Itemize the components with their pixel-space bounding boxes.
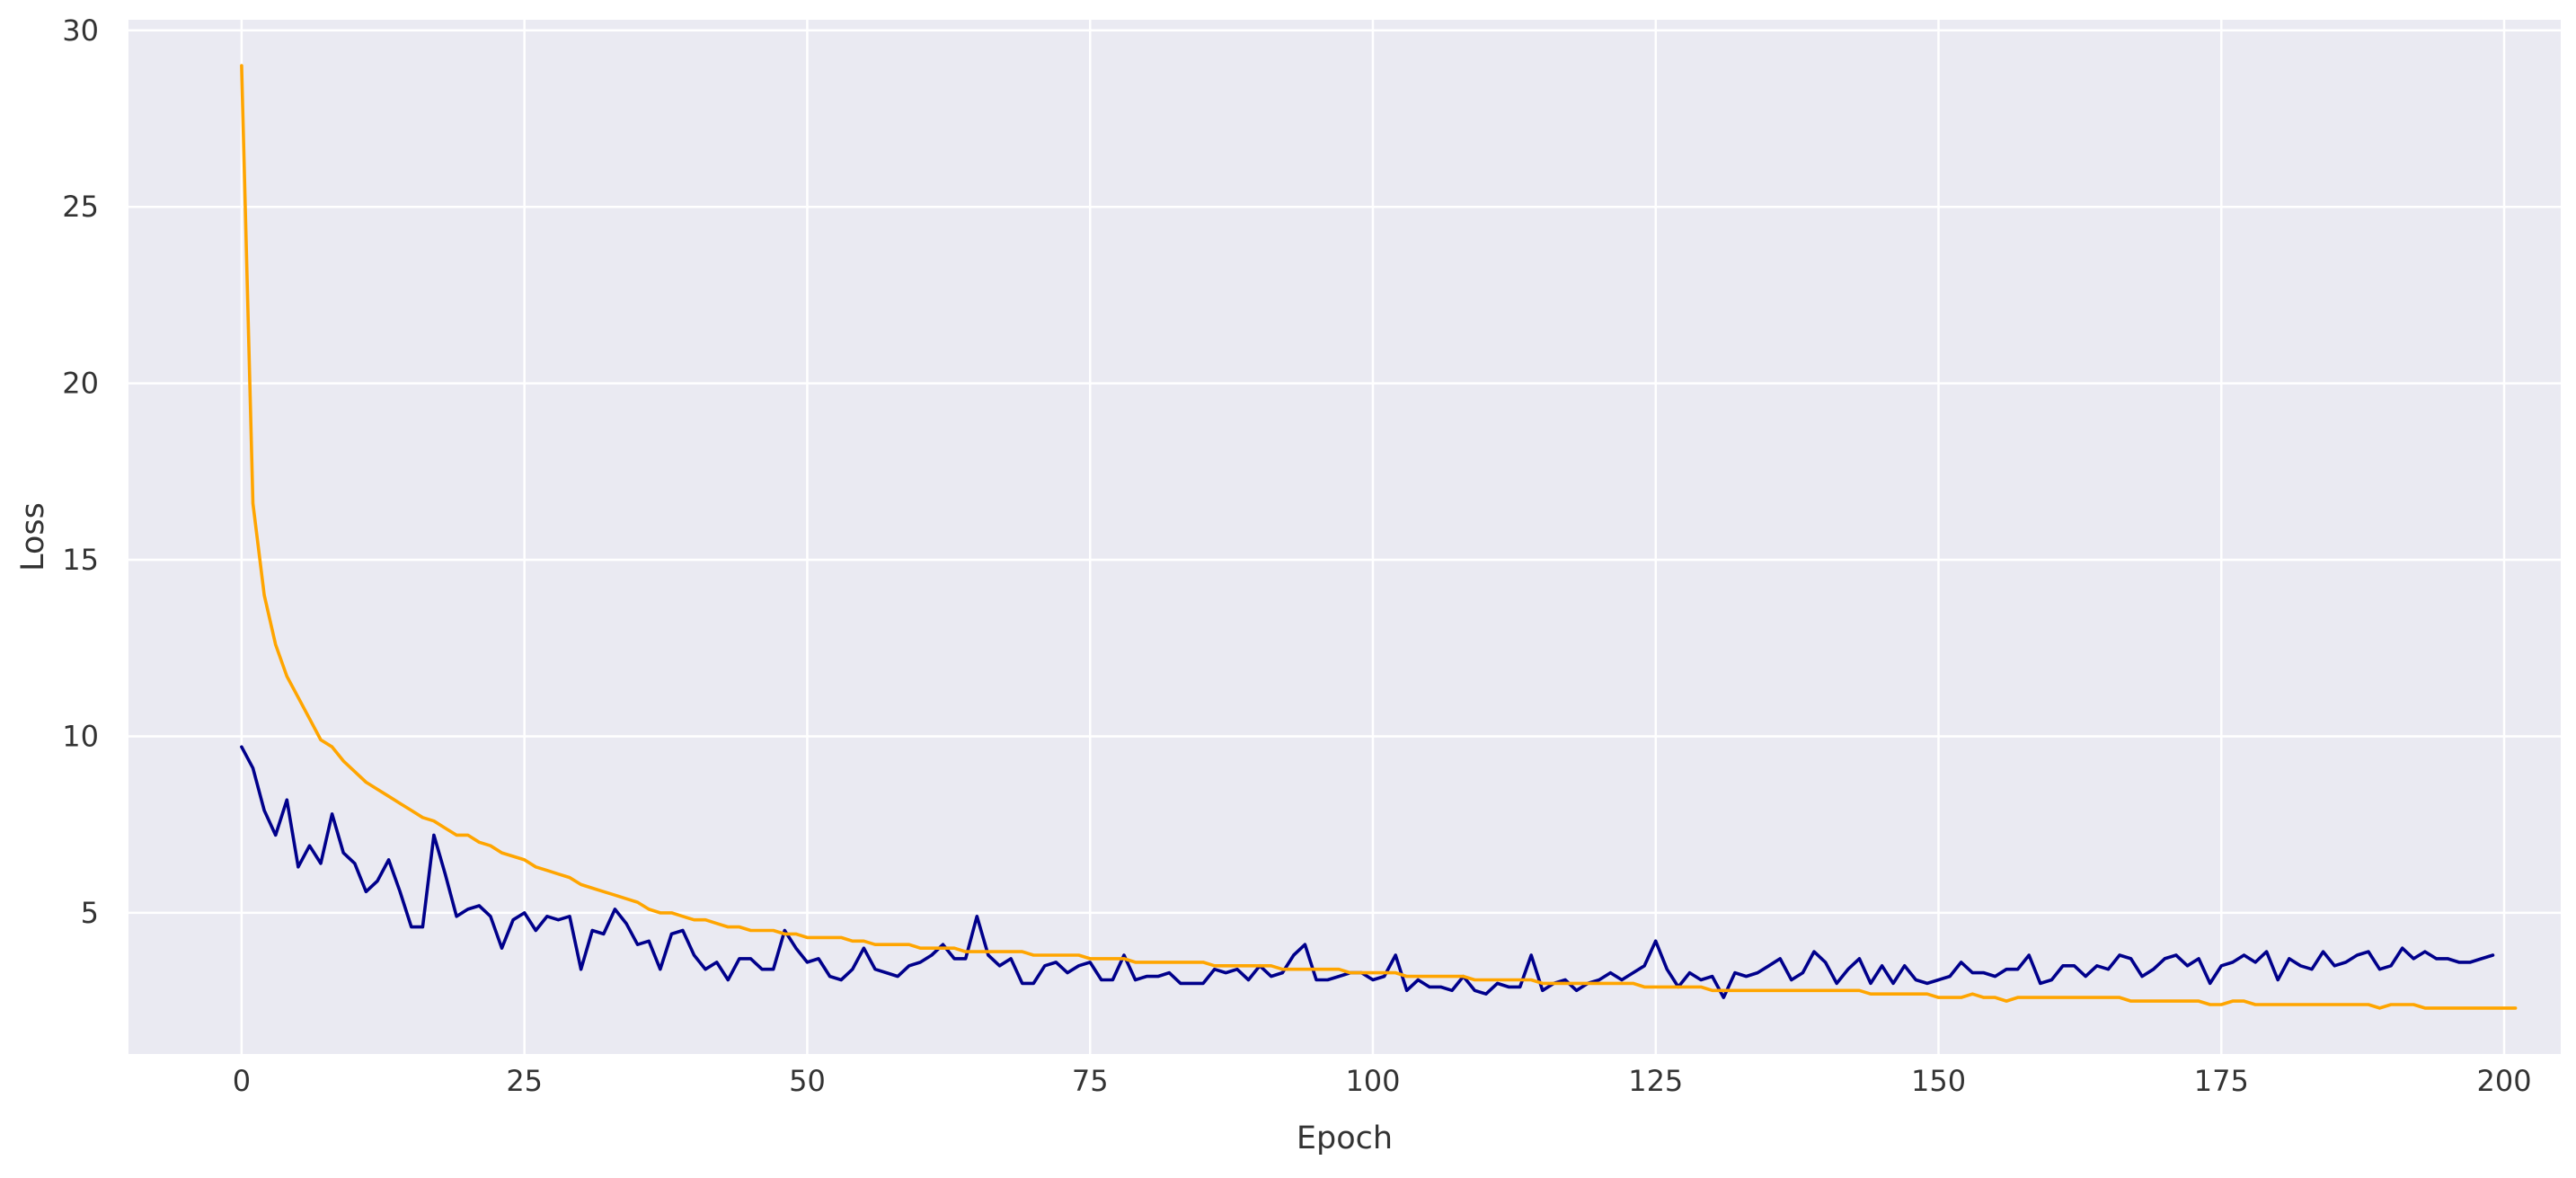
x-tick-label: 100	[1345, 1064, 1400, 1098]
x-tick-label: 175	[2194, 1064, 2249, 1098]
series-group	[240, 64, 2518, 1010]
x-tick-label: 0	[233, 1064, 251, 1098]
series-line-1	[240, 64, 2518, 1010]
series-line-0	[240, 745, 2495, 999]
y-tick-label: 5	[81, 896, 99, 930]
y-tick-label: 30	[62, 13, 99, 48]
grid	[128, 20, 2561, 1054]
y-tick-label: 15	[62, 543, 99, 577]
y-axis-label: Loss	[15, 502, 51, 571]
x-tick-label: 200	[2477, 1064, 2532, 1098]
x-axis-ticks: 0 25 50 75 100 125 150 175 200	[233, 1064, 2532, 1098]
x-axis-label: Epoch	[1297, 1120, 1393, 1156]
y-tick-label: 25	[62, 190, 99, 224]
y-axis-ticks: 5 10 15 20 25 30	[62, 13, 99, 930]
y-tick-label: 20	[62, 367, 99, 401]
y-tick-label: 10	[62, 719, 99, 753]
x-tick-label: 75	[1072, 1064, 1109, 1098]
x-tick-label: 150	[1911, 1064, 1966, 1098]
x-tick-label: 25	[506, 1064, 543, 1098]
x-tick-label: 50	[789, 1064, 826, 1098]
x-tick-label: 125	[1628, 1064, 1683, 1098]
plot-area	[128, 20, 2561, 1054]
